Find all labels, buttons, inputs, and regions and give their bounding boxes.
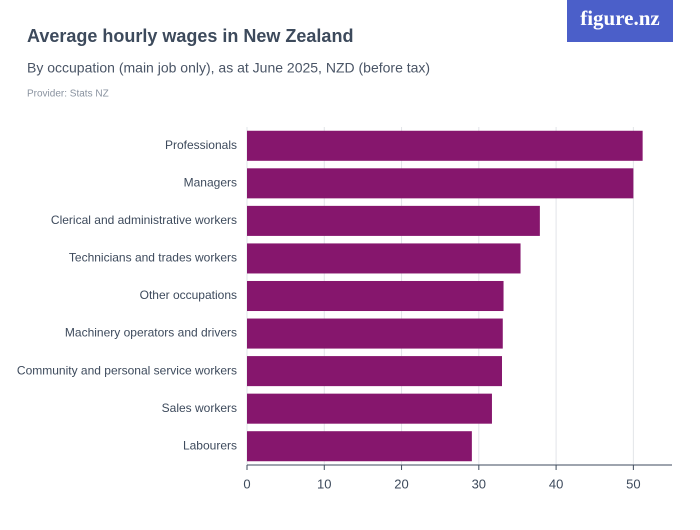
y-tick-label: Technicians and trades workers [69, 251, 237, 265]
bar [247, 318, 503, 349]
logo: figure.nz [580, 6, 660, 30]
bar [247, 130, 643, 161]
y-tick-label: Professionals [165, 138, 237, 152]
y-tick-label: Machinery operators and drivers [65, 326, 237, 340]
bar [247, 431, 472, 462]
chart-title: Average hourly wages in New Zealand [27, 26, 353, 46]
y-tick-label: Other occupations [140, 288, 237, 302]
chart-subtitle: By occupation (main job only), as at Jun… [27, 60, 430, 76]
bar [247, 356, 502, 387]
x-tick-label: 0 [243, 476, 250, 491]
source: Provider: Stats NZ [27, 89, 109, 100]
logo-box [567, 0, 673, 42]
y-tick-label: Community and personal service workers [17, 363, 237, 377]
bar [247, 393, 492, 424]
y-tick-label: Clerical and administrative workers [51, 213, 237, 227]
bar [247, 168, 634, 199]
y-tick-label: Sales workers [162, 401, 237, 415]
x-tick-label: 20 [394, 476, 408, 491]
bar [247, 280, 504, 312]
x-tick-label: 30 [472, 476, 486, 491]
x-tick-label: 50 [626, 476, 640, 491]
y-tick-label: Managers [184, 176, 237, 190]
y-tick-label: Labourers [183, 438, 237, 452]
bar [247, 243, 521, 274]
bar [247, 205, 540, 236]
x-tick-label: 10 [317, 476, 331, 491]
x-tick-label: 40 [549, 476, 563, 491]
